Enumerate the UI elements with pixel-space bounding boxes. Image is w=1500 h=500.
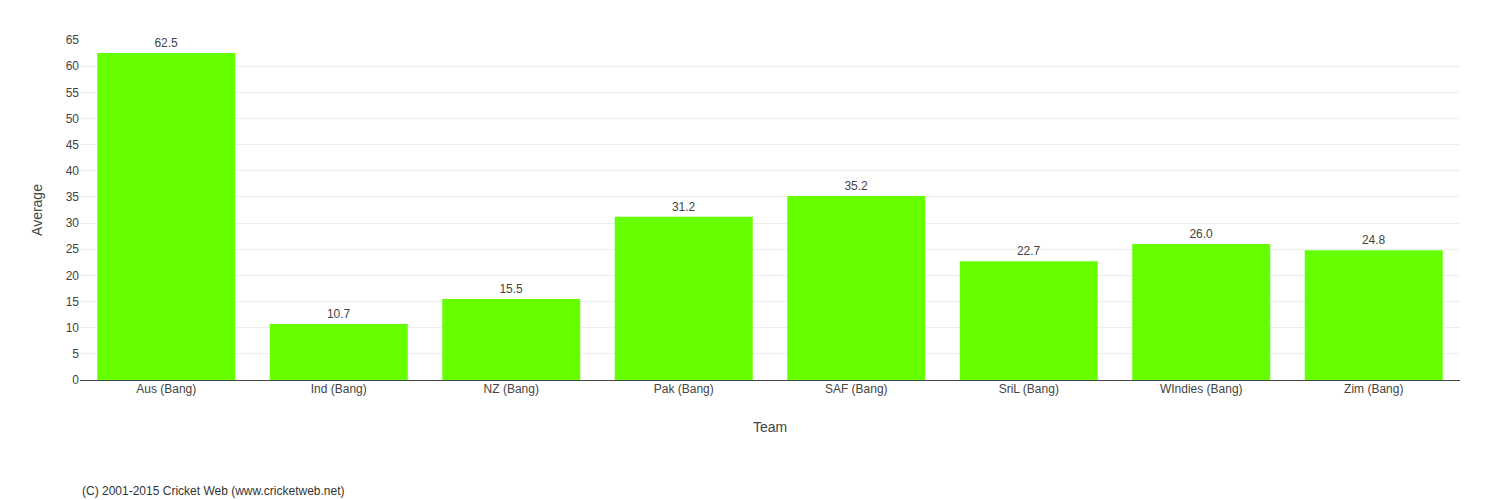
svg-text:60: 60: [66, 59, 80, 73]
svg-text:65: 65: [66, 33, 80, 47]
svg-text:24.8: 24.8: [1362, 233, 1386, 247]
svg-text:30: 30: [66, 216, 80, 230]
svg-text:SAF (Bang): SAF (Bang): [825, 382, 888, 396]
svg-text:Average: Average: [29, 184, 45, 236]
svg-text:35: 35: [66, 190, 80, 204]
svg-text:40: 40: [66, 164, 80, 178]
svg-text:Zim (Bang): Zim (Bang): [1344, 382, 1403, 396]
svg-text:(C) 2001-2015 Cricket Web (www: (C) 2001-2015 Cricket Web (www.cricketwe…: [82, 484, 345, 498]
svg-text:Aus (Bang): Aus (Bang): [136, 382, 196, 396]
svg-text:NZ (Bang): NZ (Bang): [484, 382, 539, 396]
svg-text:15: 15: [66, 295, 80, 309]
svg-text:20: 20: [66, 269, 80, 283]
svg-text:25: 25: [66, 242, 80, 256]
svg-text:WIndies (Bang): WIndies (Bang): [1160, 382, 1243, 396]
svg-text:10: 10: [66, 321, 80, 335]
svg-text:0: 0: [72, 373, 79, 387]
svg-text:Ind (Bang): Ind (Bang): [311, 382, 367, 396]
svg-text:15.5: 15.5: [499, 282, 523, 296]
svg-text:50: 50: [66, 112, 80, 126]
svg-text:62.5: 62.5: [154, 36, 178, 50]
svg-text:26.0: 26.0: [1189, 227, 1213, 241]
svg-text:31.2: 31.2: [672, 200, 696, 214]
svg-text:SriL (Bang): SriL (Bang): [999, 382, 1059, 396]
svg-text:Team: Team: [753, 419, 787, 435]
svg-text:35.2: 35.2: [844, 179, 868, 193]
svg-text:5: 5: [72, 347, 79, 361]
svg-text:55: 55: [66, 86, 80, 100]
svg-text:22.7: 22.7: [1017, 244, 1041, 258]
svg-text:10.7: 10.7: [327, 307, 351, 321]
svg-text:45: 45: [66, 138, 80, 152]
svg-text:Pak (Bang): Pak (Bang): [654, 382, 714, 396]
